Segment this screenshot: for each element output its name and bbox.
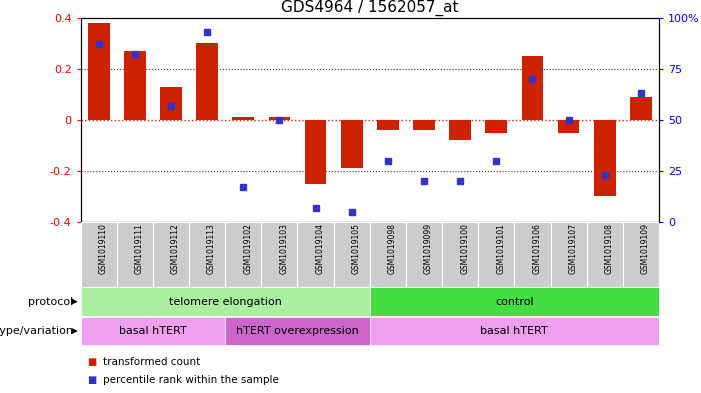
Text: GSM1019107: GSM1019107 [569, 223, 578, 274]
Text: GSM1019098: GSM1019098 [388, 223, 397, 274]
Bar [630, 97, 652, 120]
Text: control: control [495, 297, 533, 307]
Text: GSM1019111: GSM1019111 [135, 223, 144, 274]
Bar [334, 222, 370, 287]
Bar [622, 222, 659, 287]
Text: genotype/variation: genotype/variation [0, 326, 74, 336]
Bar [515, 222, 550, 287]
Text: GSM1019104: GSM1019104 [315, 223, 325, 274]
Text: basal hTERT: basal hTERT [119, 326, 186, 336]
Bar [160, 86, 182, 120]
Text: protocol: protocol [28, 297, 74, 307]
Text: basal hTERT: basal hTERT [480, 326, 548, 336]
Bar [225, 222, 261, 287]
Text: GSM1019113: GSM1019113 [207, 223, 216, 274]
Text: telomere elongation: telomere elongation [169, 297, 282, 307]
Bar [153, 222, 189, 287]
Text: GSM1019108: GSM1019108 [605, 223, 613, 274]
Bar [369, 317, 659, 345]
Text: ■: ■ [88, 375, 97, 385]
Bar [449, 120, 471, 140]
Bar [369, 222, 406, 287]
Bar [297, 222, 334, 287]
Bar [341, 120, 362, 168]
Bar [261, 222, 297, 287]
Bar [81, 317, 225, 345]
Bar [81, 287, 370, 316]
Bar [369, 287, 659, 316]
Bar [587, 222, 622, 287]
Text: GSM1019106: GSM1019106 [533, 223, 541, 274]
Bar [558, 120, 580, 132]
Bar [406, 222, 442, 287]
Text: GSM1019110: GSM1019110 [99, 223, 108, 274]
Bar [550, 222, 587, 287]
Bar [413, 120, 435, 130]
Title: GDS4964 / 1562057_at: GDS4964 / 1562057_at [281, 0, 458, 17]
Text: GSM1019102: GSM1019102 [243, 223, 252, 274]
Text: GSM1019105: GSM1019105 [352, 223, 361, 274]
Bar [189, 222, 225, 287]
Bar [196, 43, 218, 120]
Bar [377, 120, 399, 130]
Bar [81, 222, 117, 287]
Text: hTERT overexpression: hTERT overexpression [236, 326, 359, 336]
Text: GSM1019109: GSM1019109 [641, 223, 650, 274]
Text: percentile rank within the sample: percentile rank within the sample [103, 375, 279, 385]
Bar [225, 317, 370, 345]
Bar [88, 23, 109, 120]
Text: GSM1019103: GSM1019103 [280, 223, 288, 274]
Bar [442, 222, 478, 287]
Text: GSM1019101: GSM1019101 [496, 223, 505, 274]
Text: GSM1019112: GSM1019112 [171, 223, 180, 274]
Bar [233, 117, 254, 120]
Text: GSM1019099: GSM1019099 [424, 223, 433, 274]
Bar [522, 56, 543, 120]
Bar [305, 120, 327, 184]
Text: GSM1019100: GSM1019100 [460, 223, 469, 274]
Bar [268, 117, 290, 120]
Bar [485, 120, 507, 132]
Bar [594, 120, 615, 196]
Bar [117, 222, 153, 287]
Bar [478, 222, 515, 287]
Text: ■: ■ [88, 358, 97, 367]
Text: transformed count: transformed count [103, 358, 200, 367]
Bar [124, 51, 146, 120]
